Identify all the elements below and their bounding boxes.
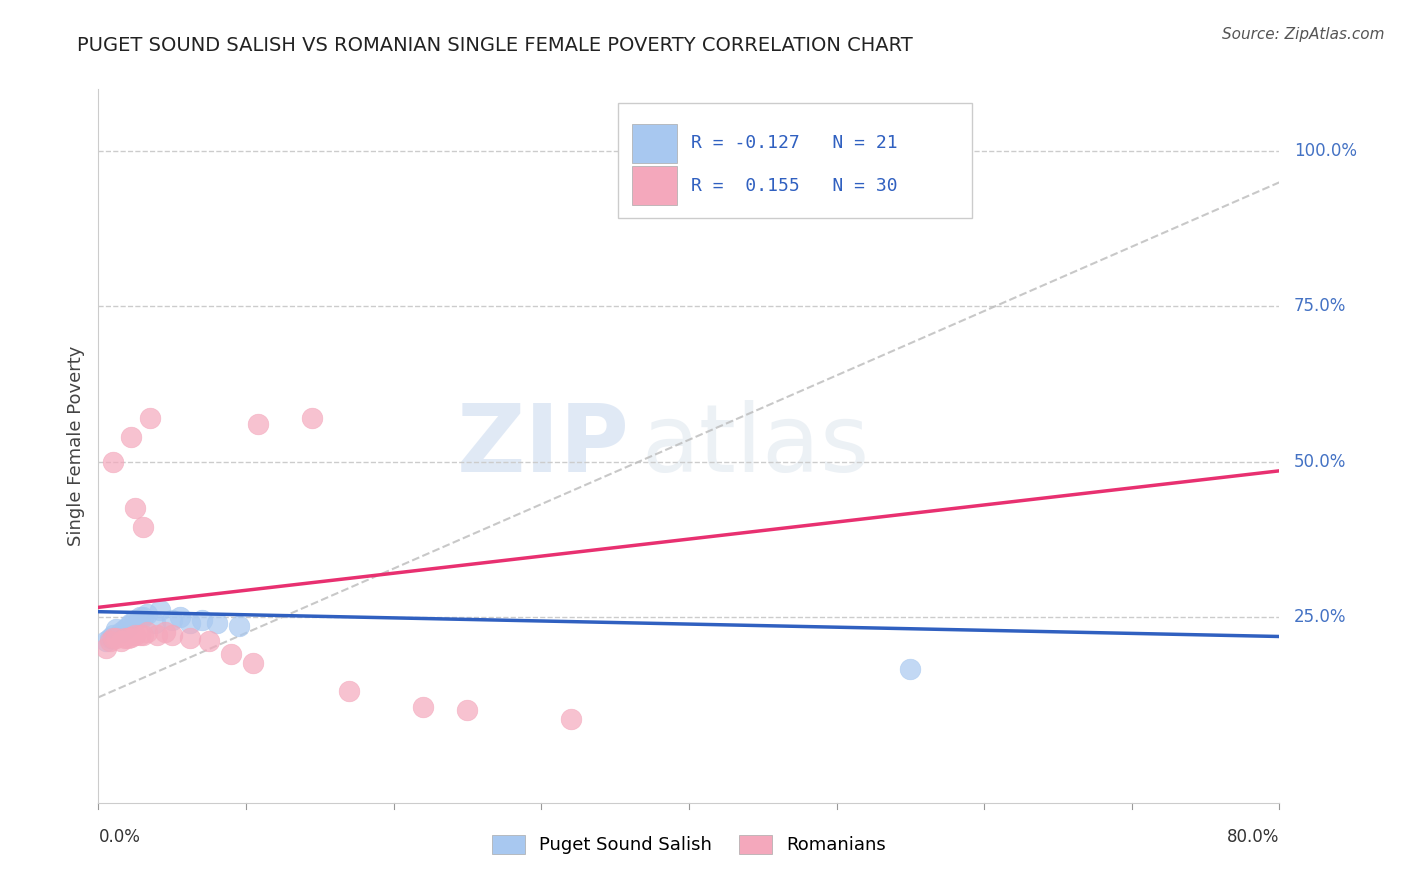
Point bbox=[146, 628, 169, 642]
Point bbox=[149, 603, 172, 617]
Point bbox=[124, 501, 146, 516]
Point bbox=[103, 632, 125, 646]
Point bbox=[136, 625, 159, 640]
Point bbox=[117, 619, 139, 633]
Point bbox=[103, 454, 125, 468]
Bar bbox=[619, 103, 973, 218]
Text: 80.0%: 80.0% bbox=[1227, 828, 1279, 846]
Point bbox=[205, 615, 228, 630]
Point bbox=[339, 684, 361, 698]
Point bbox=[105, 622, 128, 636]
Legend: Puget Sound Salish, Romanians: Puget Sound Salish, Romanians bbox=[485, 828, 893, 862]
Point bbox=[198, 634, 221, 648]
Point bbox=[114, 622, 136, 636]
Text: Source: ZipAtlas.com: Source: ZipAtlas.com bbox=[1222, 27, 1385, 42]
Bar bbox=[633, 124, 678, 163]
Point bbox=[143, 615, 166, 630]
Text: atlas: atlas bbox=[641, 400, 870, 492]
Point bbox=[132, 519, 155, 533]
Point bbox=[132, 628, 155, 642]
Point bbox=[110, 625, 132, 640]
Point bbox=[128, 609, 150, 624]
Point bbox=[136, 607, 159, 621]
Point bbox=[117, 632, 139, 646]
Point bbox=[246, 417, 269, 432]
Point bbox=[105, 632, 128, 646]
Point bbox=[120, 630, 142, 644]
Point bbox=[120, 430, 142, 444]
Point bbox=[98, 632, 121, 646]
Point bbox=[132, 609, 155, 624]
Point bbox=[124, 613, 146, 627]
Point bbox=[228, 619, 250, 633]
Text: ZIP: ZIP bbox=[457, 400, 630, 492]
Text: 25.0%: 25.0% bbox=[1294, 607, 1346, 625]
Point bbox=[114, 632, 136, 646]
Point bbox=[412, 699, 434, 714]
Point bbox=[94, 640, 117, 655]
Point bbox=[900, 662, 922, 676]
Text: 0.0%: 0.0% bbox=[98, 828, 141, 846]
Point bbox=[191, 613, 214, 627]
Point bbox=[179, 632, 201, 646]
Text: 100.0%: 100.0% bbox=[1294, 142, 1357, 161]
Text: 75.0%: 75.0% bbox=[1294, 297, 1346, 316]
Point bbox=[179, 615, 201, 630]
Y-axis label: Single Female Poverty: Single Female Poverty bbox=[66, 346, 84, 546]
Text: R =  0.155   N = 30: R = 0.155 N = 30 bbox=[692, 177, 898, 194]
Point bbox=[560, 712, 582, 726]
Text: R = -0.127   N = 21: R = -0.127 N = 21 bbox=[692, 135, 898, 153]
Point bbox=[301, 411, 323, 425]
Text: PUGET SOUND SALISH VS ROMANIAN SINGLE FEMALE POVERTY CORRELATION CHART: PUGET SOUND SALISH VS ROMANIAN SINGLE FE… bbox=[77, 36, 912, 54]
Point bbox=[221, 647, 243, 661]
Point bbox=[162, 628, 183, 642]
Point bbox=[110, 634, 132, 648]
Bar bbox=[633, 166, 678, 205]
Point bbox=[153, 625, 176, 640]
Point bbox=[103, 628, 125, 642]
Text: 50.0%: 50.0% bbox=[1294, 452, 1346, 470]
Point bbox=[169, 609, 191, 624]
Point bbox=[98, 634, 121, 648]
Point bbox=[94, 634, 117, 648]
Point bbox=[457, 703, 479, 717]
Point bbox=[139, 411, 162, 425]
Point bbox=[120, 615, 142, 630]
Point bbox=[162, 613, 183, 627]
Point bbox=[128, 628, 150, 642]
Point bbox=[124, 628, 146, 642]
Point bbox=[242, 656, 264, 670]
